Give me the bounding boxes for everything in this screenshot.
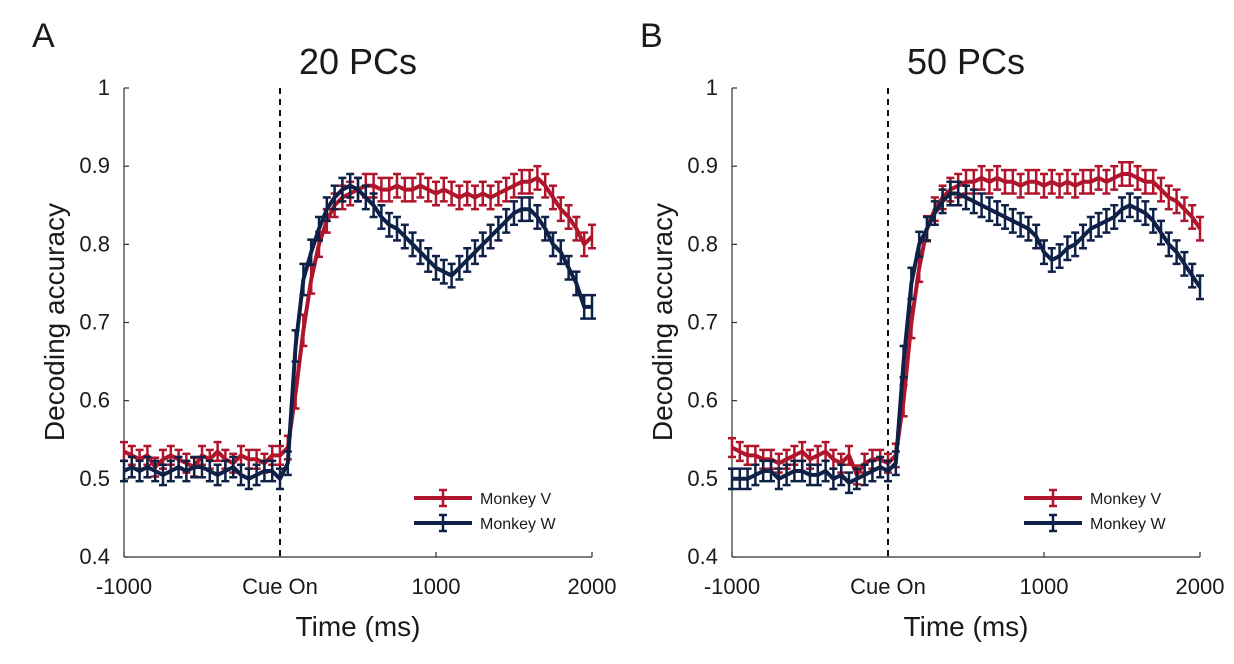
x-tick-label: -1000 [704, 574, 760, 599]
series-monkey-v [120, 164, 596, 478]
panel-a-plot: 0.4 0.5 0.6 0.7 0.8 0.9 1 -1000 Cue On 1000 2000 [79, 75, 616, 599]
legend-swatch-monkey-w [1024, 513, 1082, 533]
panel-b-letter: B [640, 17, 663, 55]
panel-b: B 50 PCs Decoding accuracy Time (ms) 0.4… [640, 17, 1224, 642]
x-tick-label: -1000 [96, 574, 152, 599]
panel-a: A 20 PCs Decoding accuracy Time (ms) 0.4… [32, 17, 616, 642]
legend-label-monkey-w: Monkey W [480, 516, 556, 533]
series-monkey-w [728, 180, 1204, 495]
series-monkey-v [728, 161, 1204, 486]
panel-a-legend: Monkey V Monkey W [414, 488, 556, 533]
panel-b-x-axis-label: Time (ms) [904, 611, 1029, 642]
y-tick-label: 0.7 [687, 310, 718, 335]
y-tick-label: 1 [98, 75, 110, 100]
legend-label-monkey-v: Monkey V [1090, 491, 1161, 508]
y-tick-label: 1 [706, 75, 718, 100]
y-tick-label: 0.6 [687, 388, 718, 413]
legend-label-monkey-v: Monkey V [480, 491, 551, 508]
series-line [123, 183, 592, 481]
legend-label-monkey-w: Monkey W [1090, 516, 1166, 533]
y-tick-label: 0.8 [687, 231, 718, 256]
x-tick-label: Cue On [850, 574, 926, 599]
y-tick-label: 0.4 [79, 544, 110, 569]
x-tick-label: 1000 [412, 574, 461, 599]
y-tick-label: 0.6 [79, 388, 110, 413]
panel-a-x-axis-label: Time (ms) [296, 611, 421, 642]
y-tick-label: 0.4 [687, 544, 718, 569]
y-tick-label: 0.9 [687, 153, 718, 178]
x-tick-label: 2000 [1176, 574, 1225, 599]
y-tick-label: 0.5 [79, 466, 110, 491]
legend-swatch-monkey-v [414, 488, 472, 508]
series-line [731, 172, 1202, 477]
legend-swatch-monkey-w [414, 513, 472, 533]
x-tick-label: 1000 [1020, 574, 1069, 599]
panel-a-title: 20 PCs [299, 41, 417, 82]
legend-swatch-monkey-v [1024, 488, 1082, 508]
y-tick-label: 0.9 [79, 153, 110, 178]
y-tick-label: 0.7 [79, 310, 110, 335]
x-tick-label: 2000 [568, 574, 617, 599]
series-monkey-w [120, 172, 596, 491]
panel-b-title: 50 PCs [907, 41, 1025, 82]
y-tick-label: 0.8 [79, 231, 110, 256]
panel-b-legend: Monkey V Monkey W [1024, 488, 1166, 533]
panel-a-letter: A [32, 17, 55, 55]
panel-b-y-axis-label: Decoding accuracy [647, 203, 678, 441]
panel-a-y-axis-label: Decoding accuracy [39, 203, 70, 441]
x-tick-label: Cue On [242, 574, 318, 599]
panel-b-plot: 0.4 0.5 0.6 0.7 0.8 0.9 1 -1000 Cue On 1000 2000 [687, 75, 1224, 599]
y-tick-label: 0.5 [687, 466, 718, 491]
series-line [732, 191, 1202, 485]
